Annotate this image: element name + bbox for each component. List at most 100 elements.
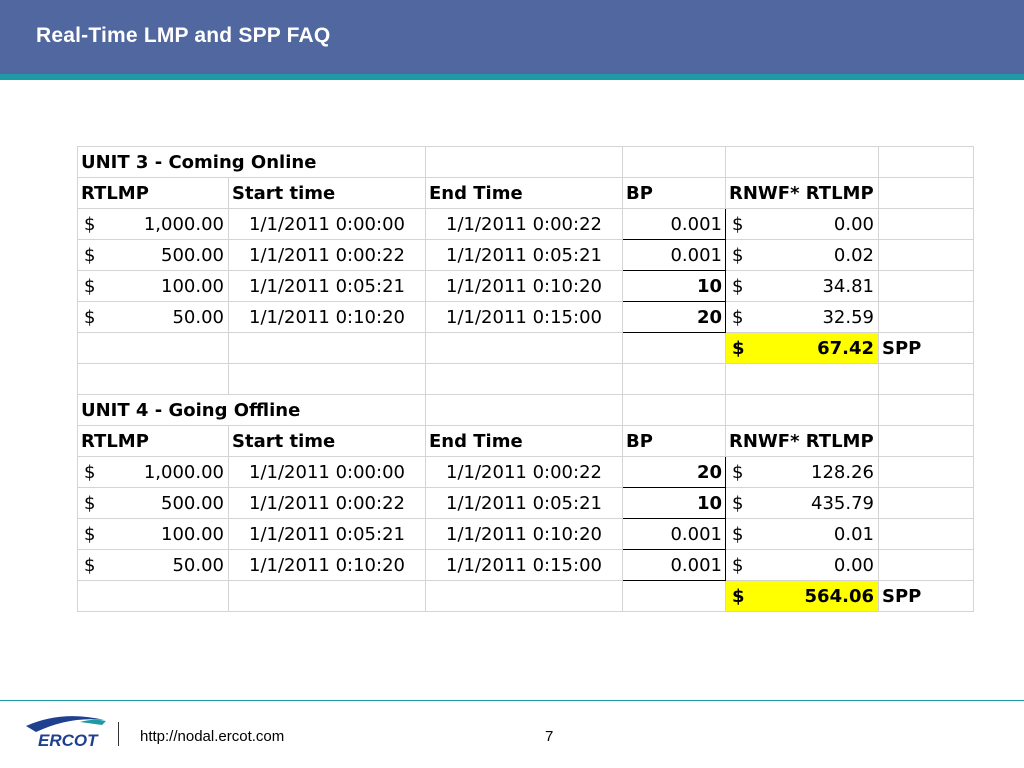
rnwf-value: 34.81	[822, 275, 874, 297]
header-bp: BP	[622, 177, 726, 209]
start-time-cell: 1/1/2011 0:00:00	[228, 456, 426, 488]
currency-symbol: $	[732, 275, 744, 297]
header-accent-stripe	[0, 74, 1024, 80]
currency-symbol: $	[732, 523, 744, 545]
rnwf-cell: $0.01	[725, 518, 879, 550]
start-time-cell: 1/1/2011 0:00:22	[228, 487, 426, 519]
table-row: $1,000.00 1/1/2011 0:00:00 1/1/2011 0:00…	[77, 456, 974, 488]
rnwf-cell: $0.00	[725, 208, 879, 240]
currency-symbol: $	[732, 244, 744, 266]
end-time-cell: 1/1/2011 0:10:20	[425, 518, 623, 550]
rtlmp-cell: $100.00	[77, 270, 229, 302]
currency-symbol: $	[732, 213, 744, 235]
rnwf-value: 0.00	[833, 554, 874, 576]
currency-symbol: $	[84, 213, 96, 235]
currency-symbol: $	[732, 492, 744, 514]
bp-cell: 0.001	[622, 549, 726, 581]
bp-cell: 0.001	[622, 208, 726, 240]
page-number: 7	[545, 728, 554, 745]
unit4-header-row: RTLMP Start time End Time BP RNWF* RTLMP	[77, 425, 974, 457]
currency-symbol: $	[732, 306, 744, 328]
header-start-time: Start time	[228, 177, 426, 209]
rnwf-cell: $34.81	[725, 270, 879, 302]
currency-symbol: $	[84, 306, 96, 328]
start-time-cell: 1/1/2011 0:10:20	[228, 549, 426, 581]
header-rnwf-rtlmp: RNWF* RTLMP	[725, 177, 879, 209]
unit4-total-row: $564.06 SPP	[77, 580, 974, 612]
unit3-total-row: $67.42 SPP	[77, 332, 974, 364]
rnwf-cell: $32.59	[725, 301, 879, 333]
rtlmp-value: 50.00	[172, 306, 224, 328]
footer-separator	[118, 722, 119, 746]
bp-cell: 20	[622, 456, 726, 488]
header-rtlmp: RTLMP	[77, 425, 229, 457]
footer-divider-line	[0, 700, 1024, 701]
unit3-header-row: RTLMP Start time End Time BP RNWF* RTLMP	[77, 177, 974, 209]
table-row: $500.00 1/1/2011 0:00:22 1/1/2011 0:05:2…	[77, 487, 974, 519]
header-rtlmp: RTLMP	[77, 177, 229, 209]
rtlmp-cell: $1,000.00	[77, 208, 229, 240]
table-row: $1,000.00 1/1/2011 0:00:00 1/1/2011 0:00…	[77, 208, 974, 240]
currency-symbol: $	[732, 585, 745, 607]
header-end-time: End Time	[425, 177, 623, 209]
spp-total-cell: $564.06	[725, 580, 879, 612]
rtlmp-cell: $500.00	[77, 487, 229, 519]
start-time-cell: 1/1/2011 0:10:20	[228, 301, 426, 333]
bp-cell: 0.001	[622, 518, 726, 550]
rnwf-cell: $0.02	[725, 239, 879, 271]
rtlmp-value: 1,000.00	[143, 461, 224, 483]
end-time-cell: 1/1/2011 0:00:22	[425, 456, 623, 488]
logo-swoosh	[26, 716, 104, 732]
currency-symbol: $	[84, 244, 96, 266]
unit4-title: UNIT 4 - Going Offline	[77, 394, 426, 426]
header-end-time: End Time	[425, 425, 623, 457]
header-start-time: Start time	[228, 425, 426, 457]
start-time-cell: 1/1/2011 0:05:21	[228, 270, 426, 302]
table-row: $100.00 1/1/2011 0:05:21 1/1/2011 0:10:2…	[77, 270, 974, 302]
rnwf-cell: $128.26	[725, 456, 879, 488]
start-time-cell: 1/1/2011 0:05:21	[228, 518, 426, 550]
header-rnwf-rtlmp: RNWF* RTLMP	[725, 425, 879, 457]
start-time-cell: 1/1/2011 0:00:22	[228, 239, 426, 271]
spp-label: SPP	[878, 332, 974, 364]
rnwf-value: 0.02	[833, 244, 874, 266]
rtlmp-value: 500.00	[161, 492, 224, 514]
spp-total-cell: $67.42	[725, 332, 879, 364]
currency-symbol: $	[732, 554, 744, 576]
currency-symbol: $	[732, 337, 745, 359]
currency-symbol: $	[84, 461, 96, 483]
unit3-title-row: UNIT 3 - Coming Online	[77, 146, 974, 178]
table-row: $100.00 1/1/2011 0:05:21 1/1/2011 0:10:2…	[77, 518, 974, 550]
spp-total-value: 564.06	[804, 585, 874, 607]
rtlmp-cell: $50.00	[77, 301, 229, 333]
bp-cell: 20	[622, 301, 726, 333]
logo-swoosh-accent	[80, 719, 106, 725]
rtlmp-cell: $50.00	[77, 549, 229, 581]
spp-label: SPP	[878, 580, 974, 612]
bp-cell: 10	[622, 270, 726, 302]
table-row: $50.00 1/1/2011 0:10:20 1/1/2011 0:15:00…	[77, 549, 974, 581]
footer-url-link[interactable]: http://nodal.ercot.com	[140, 728, 285, 745]
header-bp: BP	[622, 425, 726, 457]
bp-cell: 0.001	[622, 239, 726, 271]
logo-text: ERCOT	[38, 731, 99, 750]
end-time-cell: 1/1/2011 0:15:00	[425, 301, 623, 333]
rtlmp-value: 50.00	[172, 554, 224, 576]
table-row: $500.00 1/1/2011 0:00:22 1/1/2011 0:05:2…	[77, 239, 974, 271]
rnwf-cell: $0.00	[725, 549, 879, 581]
rtlmp-value: 500.00	[161, 244, 224, 266]
end-time-cell: 1/1/2011 0:10:20	[425, 270, 623, 302]
ercot-logo: ERCOT	[26, 716, 106, 750]
currency-symbol: $	[84, 492, 96, 514]
rnwf-value: 32.59	[822, 306, 874, 328]
rtlmp-value: 1,000.00	[143, 213, 224, 235]
rnwf-value: 128.26	[811, 461, 874, 483]
rnwf-cell: $435.79	[725, 487, 879, 519]
unit4-title-row: UNIT 4 - Going Offline	[77, 394, 974, 426]
start-time-cell: 1/1/2011 0:00:00	[228, 208, 426, 240]
rnwf-value: 0.01	[833, 523, 874, 545]
end-time-cell: 1/1/2011 0:15:00	[425, 549, 623, 581]
currency-symbol: $	[84, 554, 96, 576]
end-time-cell: 1/1/2011 0:05:21	[425, 239, 623, 271]
unit3-title: UNIT 3 - Coming Online	[77, 146, 426, 178]
